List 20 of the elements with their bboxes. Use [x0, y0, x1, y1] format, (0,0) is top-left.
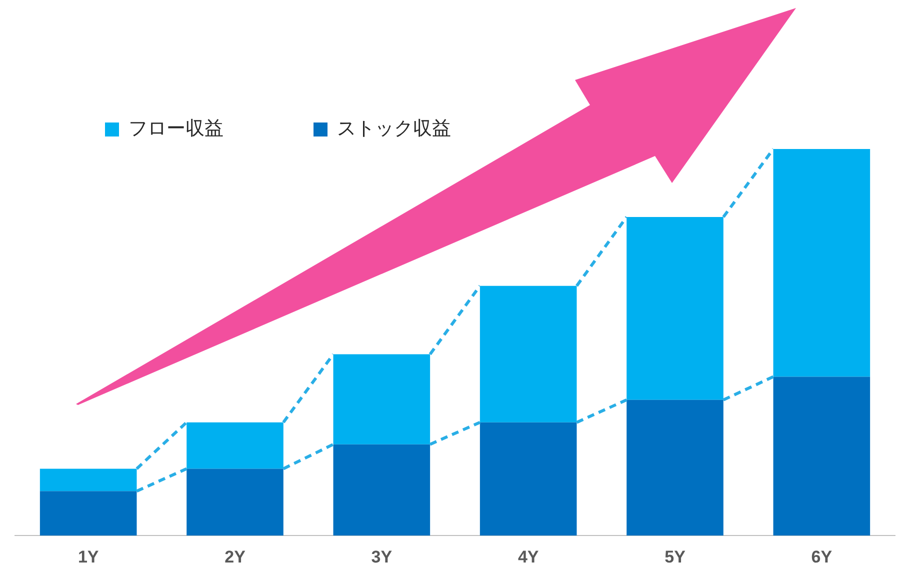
legend-label: ストック収益	[337, 117, 451, 140]
x-tick-label: 4Y	[518, 547, 540, 566]
bar	[333, 444, 430, 536]
bar	[773, 376, 870, 536]
bar	[626, 217, 724, 400]
legend-label: フロー収益	[128, 117, 224, 140]
bar	[480, 286, 577, 422]
x-tick-label: 1Y	[78, 547, 100, 566]
x-tick-label: 5Y	[664, 547, 686, 566]
bar	[40, 491, 137, 536]
bar	[186, 422, 284, 469]
bar	[480, 422, 577, 536]
bar	[773, 149, 870, 377]
bar	[626, 400, 724, 536]
bar	[40, 468, 137, 492]
x-tick-label: 3Y	[371, 547, 393, 566]
x-tick-label: 2Y	[224, 547, 246, 566]
bar	[333, 354, 430, 444]
bar	[186, 468, 284, 536]
x-tick-label: 6Y	[811, 547, 833, 566]
